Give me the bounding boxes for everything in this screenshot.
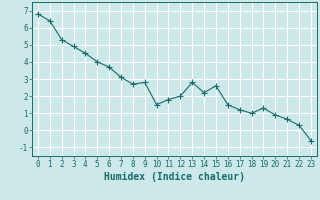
X-axis label: Humidex (Indice chaleur): Humidex (Indice chaleur) <box>104 172 245 182</box>
